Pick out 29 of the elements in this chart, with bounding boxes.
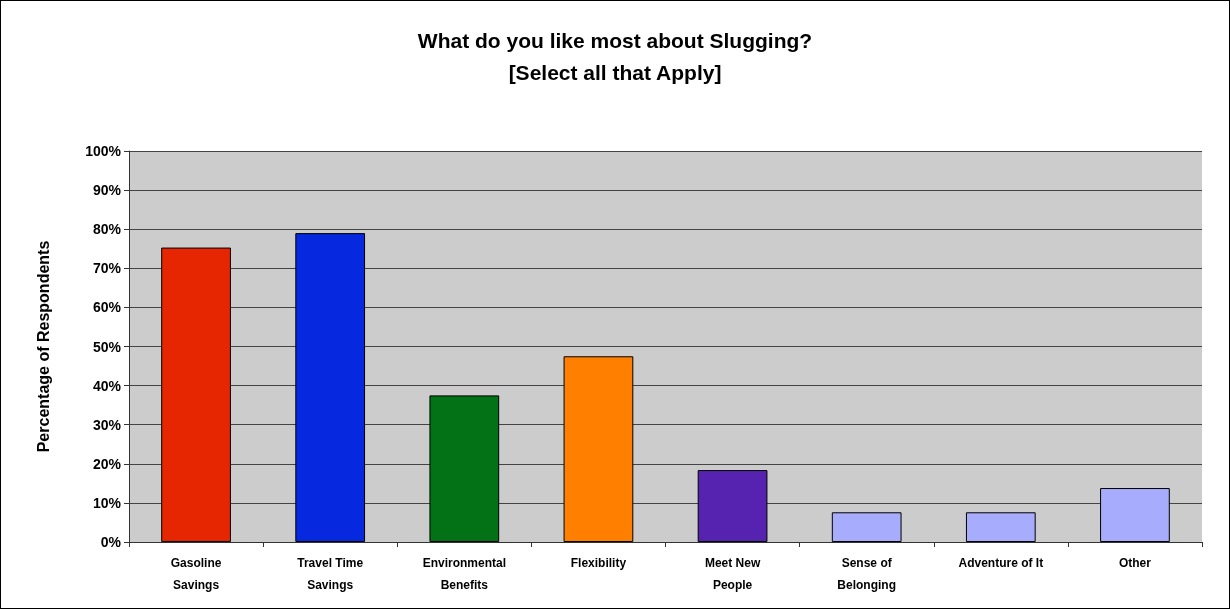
y-tick-label: 50% <box>92 338 122 355</box>
y-tick-label: 0% <box>100 534 122 550</box>
y-axis-title: Percentage of Respondents <box>34 240 52 453</box>
x-tick-label: Environmental Benefits <box>422 556 506 592</box>
bar <box>563 356 634 542</box>
bar <box>295 233 366 542</box>
bar <box>965 512 1036 542</box>
bar <box>429 395 500 542</box>
y-tick-label: 20% <box>92 455 122 472</box>
y-tick-label: 90% <box>92 182 122 199</box>
bar <box>697 470 768 542</box>
x-tick-label: Travel Time Savings <box>297 556 364 592</box>
y-tick-label: 100% <box>85 143 122 159</box>
x-tick-label: Sense of Belonging <box>837 556 897 592</box>
x-tick-label: Meet New People <box>704 556 761 592</box>
y-tick-label: 70% <box>92 260 122 277</box>
y-tick-label: 80% <box>92 221 122 238</box>
y-tick-label: 40% <box>92 377 122 394</box>
bar <box>1100 488 1170 542</box>
y-tick-label: 60% <box>92 299 122 316</box>
y-tick-label: 30% <box>92 416 122 433</box>
x-tick-label: Gasoline Savings <box>170 556 222 592</box>
x-tick-label: Flexibility <box>570 556 627 570</box>
y-tick-label: 10% <box>92 494 122 511</box>
bar <box>831 512 902 542</box>
chart-title: What do you like most about Slugging? [Select all that Apply] <box>417 28 813 84</box>
bar <box>161 247 231 542</box>
x-tick-label: Adventure of It <box>958 556 1044 570</box>
x-tick-label: Other <box>1118 556 1152 570</box>
